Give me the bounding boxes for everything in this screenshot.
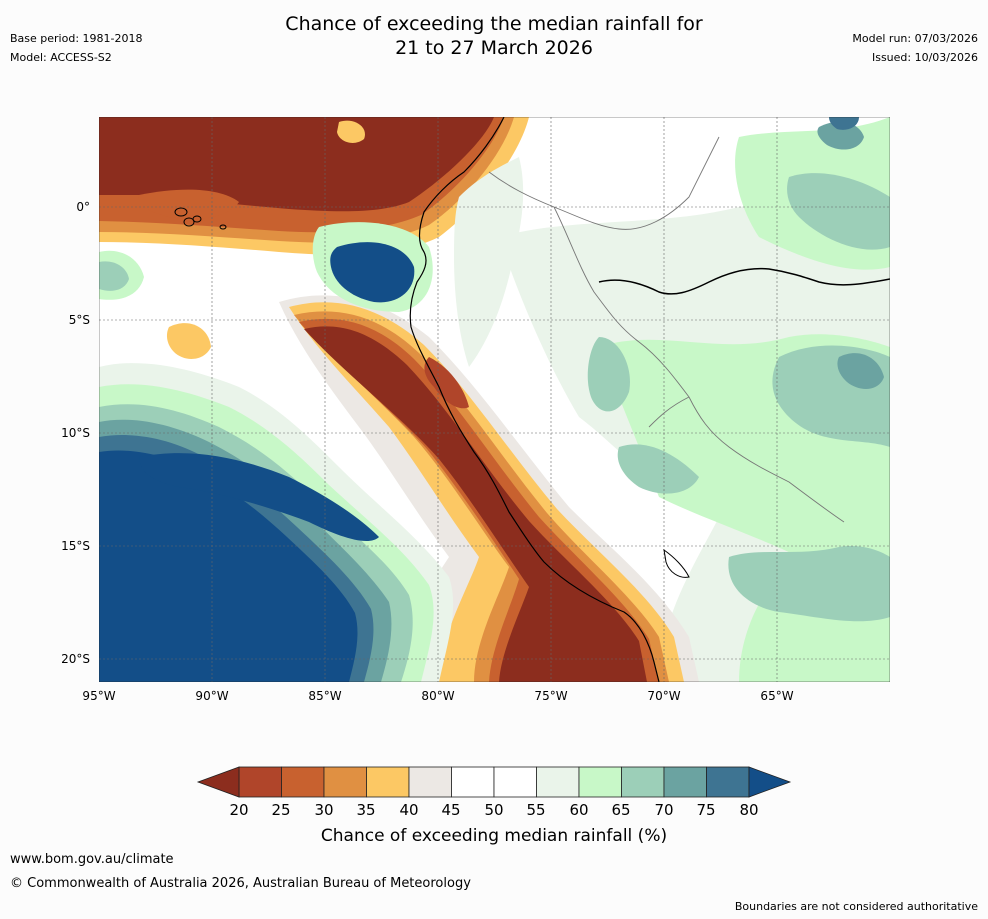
colorbar-segment (408, 766, 452, 798)
west-orange-blob (166, 323, 211, 359)
andes-55 (454, 157, 524, 367)
west-eq-65 (99, 261, 129, 291)
lon-label: 90°W (195, 689, 229, 703)
colorbar-over-arrow (748, 766, 792, 798)
ocean-wet-80 (99, 450, 358, 682)
ocean-wet-80b (139, 453, 379, 542)
colorbar-segment (493, 766, 537, 798)
colorbar-tick: 75 (696, 801, 716, 819)
dry-north-25b (138, 189, 239, 219)
lon-label: 70°W (647, 689, 681, 703)
coastline (409, 117, 660, 682)
lon-label: 75°W (534, 689, 568, 703)
region-east-75 (829, 117, 859, 130)
colorbar-segment (281, 766, 325, 798)
model-name: Model: ACCESS-S2 (10, 51, 112, 64)
colorbar-tick: 60 (569, 801, 589, 819)
dry-north-20 (99, 117, 494, 212)
lon-label: 85°W (308, 689, 342, 703)
title-line-1: Chance of exceeding the median rainfall … (285, 13, 703, 35)
website-link[interactable]: www.bom.gov.au/climate (10, 852, 174, 867)
colorbar-segment (706, 766, 750, 798)
region-east-65d (728, 545, 890, 622)
colorbar-tick: 20 (229, 801, 249, 819)
issued-date: Issued: 10/03/2026 (871, 51, 978, 64)
lat-label: 5°S (68, 313, 90, 327)
colorbar-segment (366, 766, 410, 798)
colorbar-segment (663, 766, 707, 798)
colorbar-under-arrow (196, 766, 240, 798)
dry-south-coastline (424, 357, 469, 409)
colorbar-tick: 55 (526, 801, 546, 819)
colorbar-tick: 35 (356, 801, 376, 819)
colorbar-tick: 25 (271, 801, 291, 819)
colorbar (196, 766, 792, 798)
colorbar-tick: 45 (441, 801, 461, 819)
lon-label: 80°W (421, 689, 455, 703)
copyright-text: © Commonwealth of Australia 2026, Austra… (10, 876, 471, 891)
colorbar-tick: 40 (399, 801, 419, 819)
dry-south-20 (304, 326, 647, 682)
colorbar-segment (536, 766, 580, 798)
rainfall-map (99, 117, 890, 682)
lat-label: 20°S (61, 652, 90, 666)
model-run: Model run: 07/03/2026 (852, 32, 978, 45)
colorbar-tick: 80 (739, 801, 759, 819)
colorbar-tick: 30 (314, 801, 334, 819)
disclaimer-text: Boundaries are not considered authoritat… (734, 900, 978, 913)
dry-north-hot (337, 120, 365, 143)
border-lines (488, 136, 845, 523)
base-period: Base period: 1981-2018 (10, 32, 143, 45)
amazon-river (598, 267, 890, 295)
colorbar-tick: 65 (611, 801, 631, 819)
colorbar-segment (621, 766, 665, 798)
lat-label: 15°S (61, 539, 90, 553)
title-line-2: 21 to 27 March 2026 (395, 37, 593, 59)
region-east-65c (587, 337, 630, 412)
wet-guayaquil-80 (330, 242, 415, 303)
colorbar-tick: 70 (654, 801, 674, 819)
region-east-70a (837, 353, 884, 389)
lake-titicaca (663, 548, 690, 578)
colorbar-segment (323, 766, 367, 798)
colorbar-segment (238, 766, 282, 798)
lon-label: 65°W (760, 689, 794, 703)
region-east-65b (787, 173, 890, 250)
galapagos-islands (174, 207, 227, 230)
colorbar-segment (578, 766, 622, 798)
colorbar-label: Chance of exceeding median rainfall (%) (320, 826, 668, 846)
region-east-70b (817, 121, 864, 150)
colorbar-segments (238, 766, 750, 798)
region-east-65e (617, 444, 699, 494)
colorbar-segment (451, 766, 495, 798)
lon-label: 95°W (82, 689, 116, 703)
lat-label: 10°S (61, 426, 90, 440)
colorbar-tick: 50 (484, 801, 504, 819)
lat-label: 0° (76, 200, 90, 214)
